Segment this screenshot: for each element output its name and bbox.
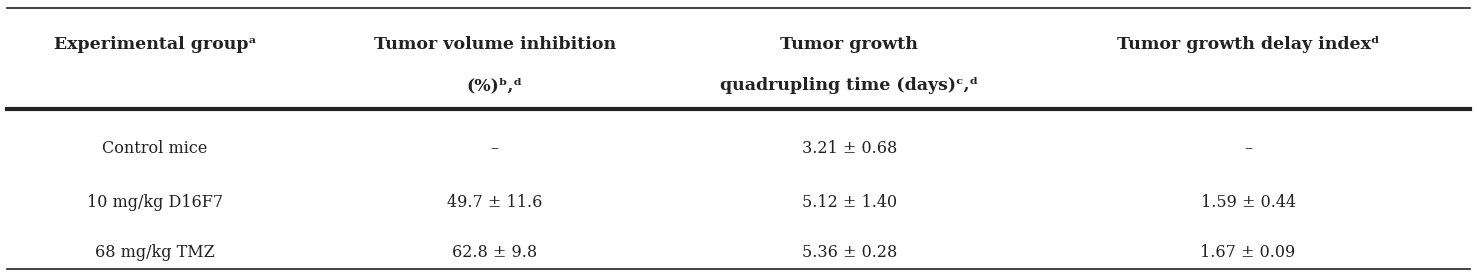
Text: 68 mg/kg TMZ: 68 mg/kg TMZ xyxy=(95,245,216,261)
Text: 3.21 ± 0.68: 3.21 ± 0.68 xyxy=(802,140,897,157)
Text: Experimental groupᵃ: Experimental groupᵃ xyxy=(53,36,257,53)
Text: –: – xyxy=(490,140,499,157)
Text: 5.36 ± 0.28: 5.36 ± 0.28 xyxy=(802,245,897,261)
Text: 10 mg/kg D16F7: 10 mg/kg D16F7 xyxy=(87,194,223,211)
Text: Tumor growth: Tumor growth xyxy=(780,36,919,53)
Text: 49.7 ± 11.6: 49.7 ± 11.6 xyxy=(448,194,542,211)
Text: 1.67 ± 0.09: 1.67 ± 0.09 xyxy=(1201,245,1295,261)
Text: –: – xyxy=(1244,140,1252,157)
Text: Tumor growth delay indexᵈ: Tumor growth delay indexᵈ xyxy=(1117,36,1380,53)
Text: quadrupling time (days)ᶜ,ᵈ: quadrupling time (days)ᶜ,ᵈ xyxy=(721,77,978,94)
Text: Control mice: Control mice xyxy=(102,140,208,157)
Text: Tumor volume inhibition: Tumor volume inhibition xyxy=(374,36,616,53)
Text: 62.8 ± 9.8: 62.8 ± 9.8 xyxy=(452,245,538,261)
Text: 5.12 ± 1.40: 5.12 ± 1.40 xyxy=(802,194,897,211)
Text: 1.59 ± 0.44: 1.59 ± 0.44 xyxy=(1201,194,1295,211)
Text: (%)ᵇ,ᵈ: (%)ᵇ,ᵈ xyxy=(467,77,523,94)
